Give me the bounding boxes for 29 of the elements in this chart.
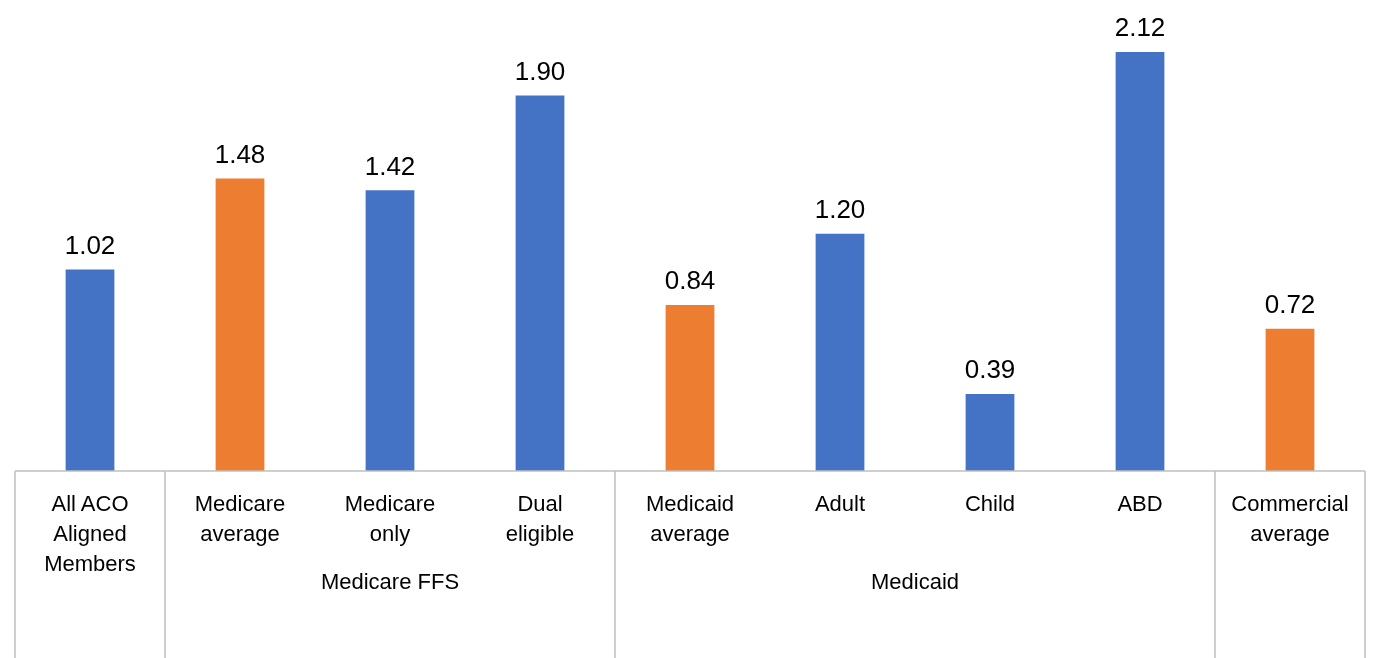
x-tick-label: Medicaid average bbox=[645, 491, 735, 547]
data-label: 0.39 bbox=[964, 354, 1016, 385]
bar bbox=[815, 233, 865, 471]
data-label: 2.12 bbox=[1114, 12, 1166, 43]
text: Medicare FFS bbox=[320, 569, 460, 595]
x-tick-label: ABD bbox=[1117, 491, 1163, 517]
bar bbox=[665, 304, 715, 471]
x-tick-label: Medicare only bbox=[344, 491, 436, 547]
data-label: 1.48 bbox=[214, 138, 266, 169]
bar bbox=[365, 190, 415, 471]
x-tick-label: Medicare average bbox=[194, 491, 286, 547]
x-tick-label: All ACO Aligned Members bbox=[44, 491, 136, 577]
bar bbox=[1265, 328, 1315, 471]
data-label: 0.84 bbox=[664, 265, 716, 296]
bar bbox=[965, 393, 1015, 471]
x-tick-label: Adult bbox=[814, 491, 866, 517]
data-label: 1.02 bbox=[64, 229, 116, 260]
bar bbox=[515, 95, 565, 471]
bar bbox=[1115, 52, 1165, 471]
x-tick-label: Child bbox=[964, 491, 1016, 517]
text: Medicaid bbox=[870, 569, 960, 595]
data-label: 1.20 bbox=[814, 194, 866, 224]
data-label: 1.42 bbox=[364, 150, 416, 181]
data-label: 0.72 bbox=[1264, 288, 1316, 319]
x-tick-label: Dual eligible bbox=[505, 491, 575, 547]
x-tick-label: Commercial average bbox=[1231, 491, 1349, 547]
bar bbox=[215, 178, 265, 471]
data-label: 1.90 bbox=[514, 55, 566, 86]
bar bbox=[65, 269, 115, 471]
